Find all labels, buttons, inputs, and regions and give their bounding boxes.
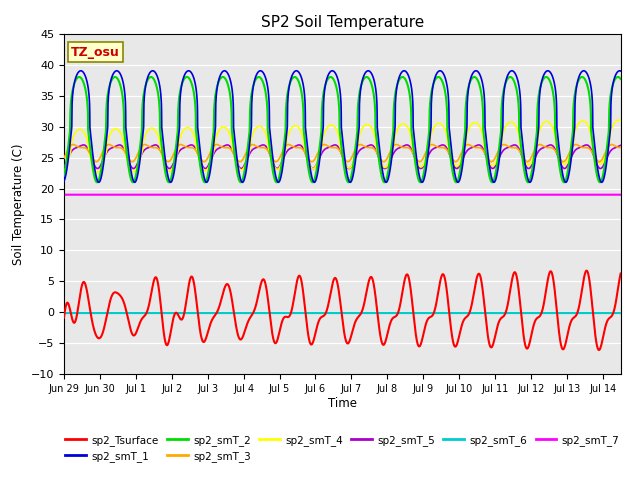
sp2_smT_6 bbox=[612, 310, 620, 316]
sp2_smT_5 bbox=[93, 166, 101, 171]
sp2_smT_6 bbox=[328, 310, 336, 316]
sp2_smT_5 bbox=[500, 147, 508, 153]
Line: sp2_smT_4: sp2_smT_4 bbox=[64, 120, 621, 172]
sp2_smT_1 bbox=[314, 172, 321, 178]
sp2_smT_3 bbox=[612, 144, 620, 149]
sp2_smT_4 bbox=[301, 147, 308, 153]
sp2_smT_4 bbox=[60, 168, 68, 174]
sp2_smT_6 bbox=[313, 310, 321, 316]
sp2_smT_2 bbox=[329, 75, 337, 81]
sp2_Tsurface bbox=[60, 315, 68, 321]
sp2_smT_7 bbox=[499, 192, 507, 198]
sp2_smT_5 bbox=[301, 149, 309, 155]
sp2_Tsurface bbox=[595, 347, 603, 353]
sp2_smT_4 bbox=[499, 130, 507, 135]
sp2_smT_1 bbox=[329, 68, 337, 73]
sp2_Tsurface bbox=[328, 282, 336, 288]
sp2_smT_1 bbox=[301, 98, 309, 104]
sp2_smT_2 bbox=[76, 74, 83, 80]
sp2_smT_1 bbox=[500, 95, 508, 101]
sp2_smT_7 bbox=[612, 192, 620, 198]
sp2_smT_7 bbox=[313, 192, 321, 198]
sp2_smT_3 bbox=[141, 142, 148, 147]
sp2_smT_3 bbox=[301, 149, 308, 155]
sp2_Tsurface bbox=[582, 268, 590, 274]
Line: sp2_smT_5: sp2_smT_5 bbox=[64, 145, 621, 168]
sp2_smT_2 bbox=[93, 180, 101, 185]
sp2_smT_4 bbox=[313, 161, 321, 167]
Legend: sp2_Tsurface, sp2_smT_1, sp2_smT_2, sp2_smT_3, sp2_smT_4, sp2_smT_5, sp2_smT_6, : sp2_Tsurface, sp2_smT_1, sp2_smT_2, sp2_… bbox=[61, 431, 623, 466]
sp2_smT_4 bbox=[375, 154, 383, 160]
sp2_smT_1 bbox=[617, 68, 625, 74]
sp2_smT_2 bbox=[314, 163, 321, 168]
sp2_Tsurface bbox=[313, 324, 321, 330]
sp2_smT_7 bbox=[375, 192, 383, 198]
sp2_smT_6 bbox=[617, 310, 625, 316]
sp2_smT_5 bbox=[259, 142, 267, 148]
sp2_smT_1 bbox=[77, 68, 84, 73]
sp2_smT_4 bbox=[614, 117, 622, 123]
sp2_smT_2 bbox=[301, 139, 309, 145]
sp2_smT_5 bbox=[314, 160, 321, 166]
sp2_smT_2 bbox=[60, 173, 68, 179]
Text: TZ_osu: TZ_osu bbox=[71, 46, 120, 59]
sp2_smT_5 bbox=[376, 156, 383, 162]
sp2_smT_5 bbox=[617, 143, 625, 148]
sp2_Tsurface bbox=[617, 271, 625, 276]
X-axis label: Time: Time bbox=[328, 397, 357, 410]
sp2_smT_6 bbox=[375, 310, 383, 316]
sp2_smT_1 bbox=[376, 143, 383, 149]
sp2_smT_2 bbox=[376, 159, 383, 165]
sp2_smT_6 bbox=[60, 310, 68, 316]
sp2_smT_3 bbox=[376, 154, 383, 160]
sp2_smT_2 bbox=[500, 88, 508, 94]
sp2_smT_5 bbox=[612, 144, 620, 150]
sp2_smT_3 bbox=[314, 151, 321, 157]
sp2_smT_3 bbox=[308, 159, 316, 165]
sp2_smT_7 bbox=[60, 192, 68, 198]
Line: sp2_smT_2: sp2_smT_2 bbox=[64, 77, 621, 182]
sp2_Tsurface bbox=[301, 302, 308, 308]
sp2_smT_7 bbox=[301, 192, 308, 198]
sp2_smT_3 bbox=[60, 155, 68, 161]
sp2_smT_7 bbox=[328, 192, 336, 198]
sp2_Tsurface bbox=[375, 323, 383, 329]
sp2_smT_6 bbox=[301, 310, 308, 316]
sp2_smT_1 bbox=[612, 71, 620, 76]
sp2_smT_5 bbox=[60, 164, 68, 169]
sp2_Tsurface bbox=[499, 314, 507, 320]
Line: sp2_smT_1: sp2_smT_1 bbox=[64, 71, 621, 182]
sp2_smT_4 bbox=[617, 118, 625, 124]
sp2_smT_4 bbox=[612, 118, 620, 124]
Line: sp2_Tsurface: sp2_Tsurface bbox=[64, 271, 621, 350]
Y-axis label: Soil Temperature (C): Soil Temperature (C) bbox=[12, 143, 26, 265]
sp2_smT_3 bbox=[617, 145, 625, 151]
sp2_smT_2 bbox=[617, 76, 625, 82]
sp2_smT_3 bbox=[500, 142, 508, 147]
sp2_smT_1 bbox=[95, 180, 102, 185]
sp2_smT_5 bbox=[329, 143, 337, 148]
sp2_smT_3 bbox=[329, 145, 337, 151]
Title: SP2 Soil Temperature: SP2 Soil Temperature bbox=[260, 15, 424, 30]
sp2_Tsurface bbox=[612, 297, 620, 302]
sp2_smT_4 bbox=[94, 169, 102, 175]
Line: sp2_smT_3: sp2_smT_3 bbox=[64, 144, 621, 162]
sp2_smT_6 bbox=[499, 310, 507, 316]
sp2_smT_2 bbox=[612, 75, 620, 81]
sp2_smT_1 bbox=[60, 179, 68, 184]
sp2_smT_4 bbox=[328, 122, 336, 128]
sp2_smT_7 bbox=[617, 192, 625, 198]
